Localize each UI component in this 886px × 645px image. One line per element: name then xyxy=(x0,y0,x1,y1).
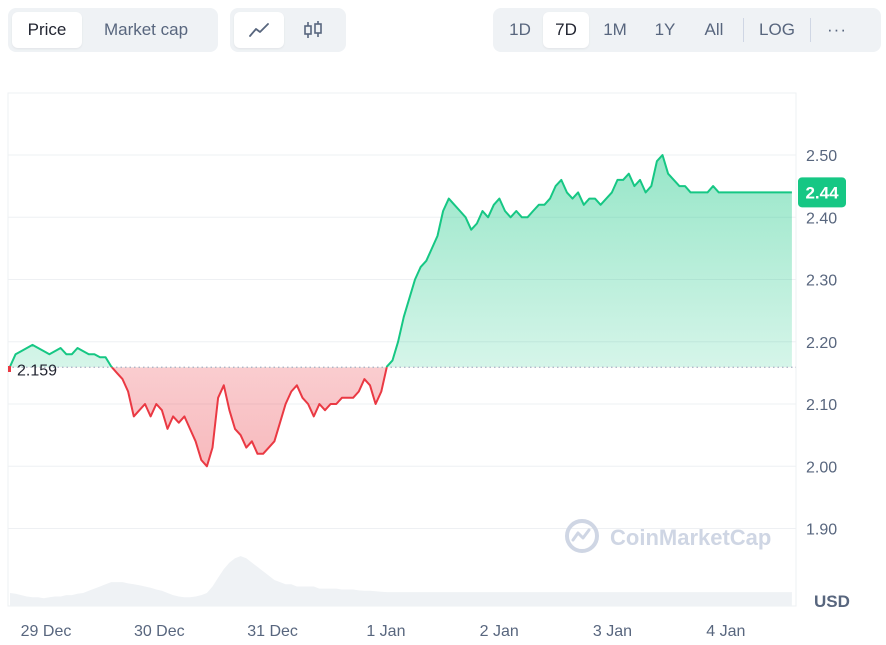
x-axis-ticks: 29 Dec 30 Dec 31 Dec 1 Jan 2 Jan 3 Jan 4 Jan xyxy=(21,623,746,640)
x-tick-label: 31 Dec xyxy=(247,623,298,640)
current-price-tag: 2.44 xyxy=(798,177,846,208)
y-tick-label: 2.40 xyxy=(806,210,837,227)
area-above-baseline xyxy=(10,155,792,368)
currency-label: USD xyxy=(814,592,850,611)
price-areas xyxy=(10,155,792,467)
current-price-label: 2.44 xyxy=(805,183,839,202)
y-tick-label: 2.10 xyxy=(806,397,837,414)
y-tick-label: 1.90 xyxy=(806,522,837,539)
range-1y[interactable]: 1Y xyxy=(654,20,676,39)
metric-tab-group: Price Market cap xyxy=(8,8,218,52)
range-1m[interactable]: 1M xyxy=(603,20,627,39)
baseline-label: 2.159 xyxy=(17,362,57,379)
chart-style-group xyxy=(230,8,346,52)
range-tab-group: 1D 7D 1M 1Y All LOG ··· xyxy=(493,8,881,52)
more-options-button[interactable]: ··· xyxy=(827,20,847,39)
price-line-down xyxy=(110,367,388,468)
y-tick-label: 2.00 xyxy=(806,459,837,476)
more-divider xyxy=(810,18,811,42)
baseline-marker xyxy=(8,366,11,372)
volume-shape xyxy=(10,556,792,606)
candlestick-button[interactable] xyxy=(284,12,342,48)
tab-price[interactable]: Price xyxy=(12,12,82,48)
range-divider xyxy=(743,18,744,42)
watermark-logo xyxy=(565,519,599,553)
range-1d[interactable]: 1D xyxy=(509,20,531,39)
range-all[interactable]: All xyxy=(704,20,724,39)
price-lines xyxy=(9,154,792,468)
y-tick-label: 2.50 xyxy=(806,148,837,165)
x-tick-label: 29 Dec xyxy=(21,623,72,640)
candlestick-icon xyxy=(304,21,322,38)
line-chart-icon xyxy=(249,23,269,37)
x-tick-label: 4 Jan xyxy=(706,623,745,640)
x-tick-label: 30 Dec xyxy=(134,623,185,640)
y-tick-label: 2.30 xyxy=(806,273,837,290)
x-tick-label: 2 Jan xyxy=(480,623,519,640)
line-chart-button[interactable] xyxy=(234,12,284,48)
log-scale-toggle[interactable]: LOG xyxy=(759,20,795,39)
y-axis-ticks: 1.90 2.00 2.10 2.20 2.30 2.40 2.50 xyxy=(806,148,837,539)
x-tick-label: 3 Jan xyxy=(593,623,632,640)
current-price-badge xyxy=(798,177,846,208)
watermark: CoinMarketCap xyxy=(610,525,771,550)
baseline-label-group: 2.159 xyxy=(8,362,57,379)
tab-market-cap[interactable]: Market cap xyxy=(103,20,189,39)
x-tick-label: 1 Jan xyxy=(366,623,405,640)
range-7d[interactable]: 7D xyxy=(543,12,589,48)
y-tick-label: 2.20 xyxy=(806,335,837,352)
price-line-up xyxy=(9,154,792,368)
volume-area xyxy=(10,556,792,606)
area-below-baseline xyxy=(111,367,387,467)
